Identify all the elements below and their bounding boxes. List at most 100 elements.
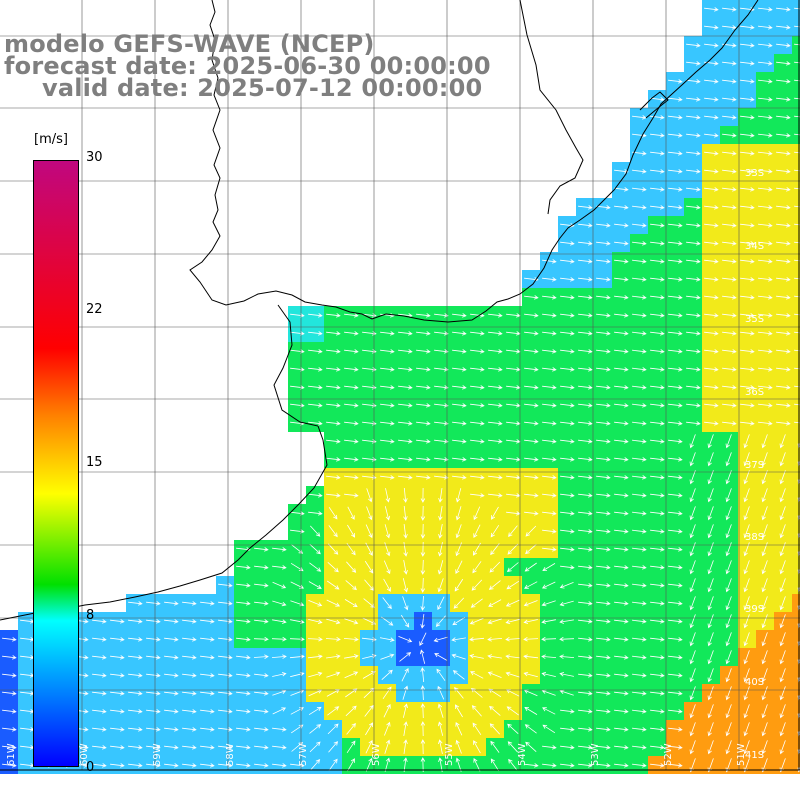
wind-arrow [560, 493, 575, 498]
wind-arrow [164, 655, 179, 660]
wind-arrow [668, 367, 683, 372]
wind-arrow [344, 618, 359, 625]
wind-arrow [725, 560, 732, 575]
wind-arrow [596, 475, 611, 480]
wind-arrow [794, 385, 800, 388]
lat-lon-grid [0, 0, 800, 771]
wind-arrow [650, 205, 665, 210]
wind-arrow [254, 709, 269, 714]
wind-arrow [761, 470, 768, 485]
wind-arrow [488, 331, 503, 336]
wind-arrow [399, 652, 412, 662]
wind-arrow [794, 205, 800, 208]
wind-arrow [650, 529, 665, 534]
wind-arrow [614, 529, 629, 534]
wind-arrow [725, 596, 732, 611]
wind-arrow [128, 601, 143, 606]
wind-arrow [578, 385, 593, 390]
wind-arrow [310, 525, 321, 537]
wind-arrow [758, 187, 773, 192]
wind-arrow [668, 241, 683, 246]
wind-arrow [489, 723, 500, 735]
wind-arrow [761, 614, 768, 629]
wind-arrow [725, 740, 732, 755]
wind-arrow [686, 133, 701, 138]
wind-arrow [668, 277, 683, 282]
lon-label: 54W [517, 743, 528, 766]
wind-arrow [758, 61, 773, 66]
colorbar-tick-15: 15 [86, 455, 103, 470]
wind-arrow [794, 241, 800, 244]
wind-arrow [110, 673, 125, 678]
wind-arrow [758, 25, 773, 30]
wind-arrow [472, 561, 482, 574]
wind-arrow [200, 601, 215, 606]
wind-arrow [686, 421, 701, 426]
wind-arrow [559, 654, 575, 659]
wind-arrow [650, 655, 665, 660]
wind-arrow [776, 115, 791, 120]
wind-arrow [740, 313, 755, 318]
wind-arrow [525, 544, 537, 555]
wind-arrow [650, 709, 665, 714]
wind-arrow [200, 745, 215, 750]
wind-arrow [578, 457, 593, 462]
wind-arrow [743, 470, 750, 485]
wind-arrow [707, 740, 714, 755]
wind-arrow [92, 619, 107, 624]
wind-arrow [596, 331, 611, 336]
wind-arrow [614, 565, 629, 570]
wind-arrow [146, 637, 161, 642]
wind-arrow [725, 650, 732, 665]
wind-cell [792, 270, 800, 288]
wind-arrow [420, 667, 425, 683]
wind-arrow [420, 523, 426, 539]
wind-arrow [779, 578, 786, 593]
wind-arrow [488, 688, 502, 698]
wind-arrow [110, 619, 125, 624]
wind-arrow [578, 241, 593, 246]
wind-arrow [128, 763, 143, 768]
wind-arrow [779, 452, 786, 467]
wind-arrow [487, 654, 502, 659]
wind-arrow [146, 691, 161, 696]
wind-arrow [596, 421, 611, 426]
wind-arrow [722, 169, 737, 174]
wind-arrow [614, 457, 629, 462]
lon-label: 58W [225, 743, 236, 766]
wind-arrow [524, 439, 539, 444]
wind-arrow [794, 349, 800, 352]
wind-arrow [326, 313, 341, 318]
wind-arrow [689, 560, 696, 575]
wind-arrow [524, 511, 539, 516]
wind-arrow [596, 457, 611, 462]
wind-arrow [779, 740, 786, 755]
wind-arrow [707, 650, 714, 665]
wind-arrow [559, 636, 575, 642]
wind-arrow [92, 709, 107, 714]
wind-arrow [291, 741, 304, 752]
wind-arrow [452, 331, 467, 336]
wind-arrow [776, 25, 791, 30]
wind-arrow [182, 745, 197, 750]
wind-arrow [308, 349, 323, 354]
wind-arrow [794, 421, 800, 424]
wind-arrow [380, 367, 395, 372]
wind-arrow [689, 596, 696, 611]
wind-arrow [542, 547, 557, 552]
wind-arrow [632, 349, 647, 354]
wind-arrow [524, 403, 539, 408]
wind-arrow [704, 403, 719, 408]
wind-arrow [452, 457, 467, 462]
wind-arrow [740, 133, 755, 138]
wind-arrow [451, 653, 466, 660]
wind-arrow [470, 349, 485, 354]
wind-arrow [614, 277, 629, 282]
wind-arrow [722, 403, 737, 408]
wind-arrow [347, 758, 355, 772]
wind-arrow [707, 578, 714, 593]
wind-arrow [668, 457, 683, 462]
wind-arrow [326, 475, 341, 480]
wind-arrow [689, 434, 696, 449]
wind-arrow [488, 475, 503, 480]
